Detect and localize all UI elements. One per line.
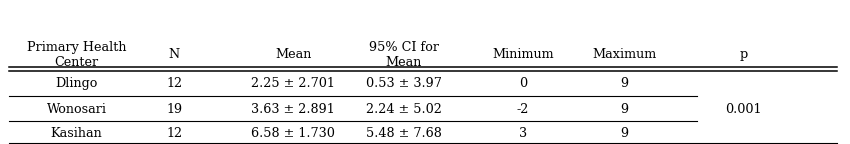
Text: 2.24 ± 5.02: 2.24 ± 5.02 (366, 103, 442, 116)
Text: p: p (740, 48, 748, 61)
Text: 5.48 ± 7.68: 5.48 ± 7.68 (366, 127, 442, 140)
Text: 12: 12 (167, 127, 182, 140)
Text: 19: 19 (167, 103, 182, 116)
Text: 95% CI for
Mean: 95% CI for Mean (369, 41, 439, 69)
Text: 9: 9 (620, 77, 629, 90)
Text: 3.63 ± 2.891: 3.63 ± 2.891 (252, 103, 335, 116)
Text: Primary Health
Center: Primary Health Center (26, 41, 127, 69)
Text: Dlingo: Dlingo (55, 77, 98, 90)
Text: 0.001: 0.001 (726, 103, 762, 116)
Text: Mean: Mean (275, 48, 311, 61)
Text: Wonosari: Wonosari (47, 103, 106, 116)
Text: 2.25 ± 2.701: 2.25 ± 2.701 (252, 77, 335, 90)
Text: 3: 3 (518, 127, 527, 140)
Text: 9: 9 (620, 103, 629, 116)
Text: Maximum: Maximum (592, 48, 657, 61)
Text: 12: 12 (167, 77, 182, 90)
Text: Minimum: Minimum (492, 48, 553, 61)
Text: 0.53 ± 3.97: 0.53 ± 3.97 (366, 77, 442, 90)
Text: -2: -2 (517, 103, 529, 116)
Text: 6.58 ± 1.730: 6.58 ± 1.730 (252, 127, 335, 140)
Text: Kasihan: Kasihan (51, 127, 102, 140)
Text: 0: 0 (518, 77, 527, 90)
Text: N: N (168, 48, 180, 61)
Text: 9: 9 (620, 127, 629, 140)
